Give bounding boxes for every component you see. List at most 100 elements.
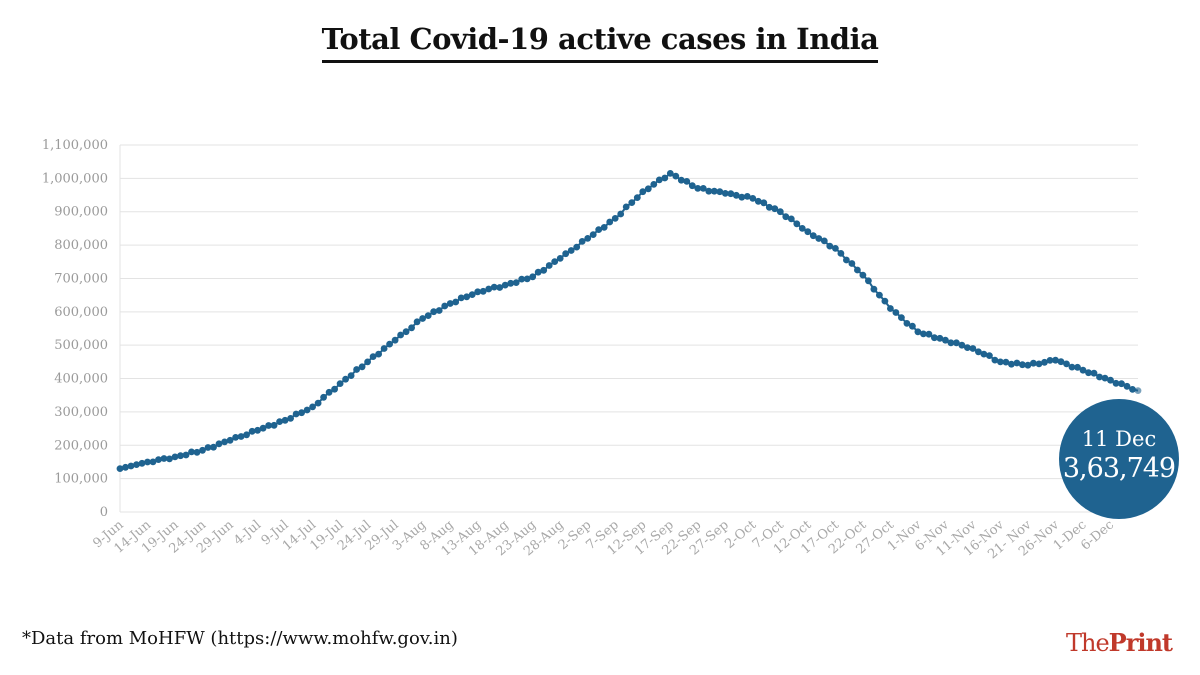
- data-point: [1008, 360, 1015, 368]
- data-point: [1118, 380, 1125, 388]
- data-point: [997, 358, 1004, 366]
- data-point: [1129, 386, 1136, 393]
- grid-lines: [119, 144, 1138, 513]
- data-point: [1024, 361, 1032, 369]
- data-point: [1085, 369, 1092, 377]
- data-point: [1096, 373, 1103, 381]
- data-point: [986, 352, 993, 359]
- data-point: [749, 195, 757, 202]
- data-point: [562, 250, 570, 258]
- data-point: [336, 380, 344, 387]
- data-point: [694, 185, 702, 192]
- data-point: [876, 291, 883, 299]
- data-point: [270, 421, 278, 429]
- data-point: [782, 213, 790, 221]
- y-axis-ticks: 0 100,000 200,000 300,000 400,000 500,000 600,…: [42, 138, 108, 520]
- data-point: [925, 330, 933, 338]
- data-points: [116, 170, 1142, 472]
- data-point: [683, 178, 691, 185]
- data-point: [820, 237, 828, 245]
- data-point: [204, 444, 212, 451]
- data-point: [424, 312, 432, 319]
- data-point: [479, 287, 487, 295]
- data-point: [413, 318, 421, 326]
- data-point: [490, 283, 498, 291]
- data-point: [754, 197, 762, 205]
- data-point: [903, 320, 911, 327]
- data-point: [166, 455, 173, 463]
- data-point: [127, 462, 135, 470]
- data-point: [573, 243, 581, 251]
- data-point: [677, 176, 685, 184]
- data-point: [149, 458, 157, 466]
- data-point: [259, 424, 267, 432]
- data-point: [397, 331, 404, 339]
- data-point: [1112, 379, 1120, 387]
- data-point: [265, 422, 272, 429]
- data-point: [188, 448, 195, 456]
- data-point: [457, 294, 465, 302]
- data-point: [776, 208, 784, 216]
- data-point: [578, 238, 586, 245]
- data-point: [138, 459, 146, 467]
- data-point: [1107, 376, 1114, 384]
- data-point: [441, 302, 449, 310]
- data-point: [732, 191, 740, 199]
- data-point: [650, 181, 658, 188]
- data-point: [556, 255, 564, 262]
- data-point: [991, 356, 999, 364]
- data-point: [347, 372, 355, 379]
- data-point: [672, 172, 680, 180]
- data-point: [485, 285, 493, 293]
- data-point: [1030, 359, 1037, 367]
- data-point: [1134, 387, 1142, 394]
- callout-value: 3,63,749: [1062, 453, 1176, 484]
- data-point: [1019, 361, 1026, 369]
- data-point: [193, 448, 201, 456]
- data-point: [617, 210, 625, 218]
- data-point: [595, 226, 603, 234]
- y-tick-label: 400,000: [54, 372, 108, 387]
- data-point: [589, 231, 597, 239]
- data-point: [765, 203, 773, 211]
- data-point: [1035, 360, 1043, 368]
- data-point: [463, 293, 471, 301]
- data-point: [430, 308, 438, 316]
- data-point: [606, 218, 614, 226]
- data-point: [243, 431, 251, 439]
- data-point: [1013, 359, 1021, 367]
- data-point: [303, 406, 311, 414]
- data-point: [688, 182, 696, 190]
- data-point: [1101, 374, 1109, 382]
- data-point: [727, 190, 735, 198]
- data-point: [496, 284, 504, 291]
- data-point: [804, 228, 812, 236]
- y-tick-label: 100,000: [54, 472, 108, 487]
- data-point: [314, 399, 322, 407]
- data-point: [226, 436, 234, 444]
- data-point: [534, 268, 542, 276]
- data-point: [551, 258, 559, 265]
- data-point: [122, 463, 129, 471]
- data-point: [177, 452, 184, 460]
- data-point: [501, 281, 509, 289]
- data-point: [523, 275, 531, 283]
- source-note: *Data from MoHFW (https://www.mohfw.gov.…: [22, 628, 458, 649]
- data-point: [248, 427, 256, 435]
- data-point: [738, 193, 746, 201]
- data-point: [622, 203, 630, 211]
- data-point: [512, 279, 520, 286]
- data-point: [281, 416, 289, 424]
- chart-title: Total Covid-19 active cases in India: [0, 22, 1200, 63]
- data-point: [1068, 363, 1076, 371]
- line-chart: 0 100,000 200,000 300,000 400,000 500,000 600,…: [42, 138, 1142, 562]
- data-point: [545, 262, 553, 269]
- data-point: [837, 250, 845, 257]
- data-point: [298, 409, 305, 417]
- y-tick-label: 1,100,000: [42, 138, 108, 153]
- data-point: [898, 314, 905, 321]
- data-point: [133, 461, 140, 468]
- data-point: [155, 456, 162, 463]
- x-axis-ticks: 9-Jun14-Jun19-Jun24-Jun29-Jun4-Jul9-Jul1…: [90, 517, 1117, 562]
- data-point: [771, 205, 779, 213]
